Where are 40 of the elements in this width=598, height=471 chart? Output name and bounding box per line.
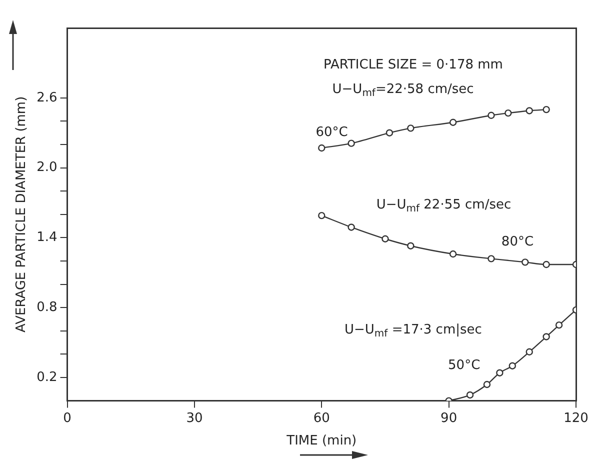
point [555,321,563,329]
x-tick-label: 120 [564,410,588,426]
x-tick-label: 60 [313,410,330,426]
annotation: 50°C [448,358,480,373]
point [542,260,550,268]
point [449,118,457,126]
point [488,112,495,119]
point [466,391,474,399]
point [449,250,457,258]
annotation: PARTICLE SIZE = 0·178 mm [323,58,503,73]
point [348,140,355,147]
point [386,129,394,136]
point [407,124,414,132]
y-tick-label: 0.8 [36,300,58,315]
point [407,242,414,250]
point [318,212,326,220]
point [496,369,504,376]
point [526,348,533,356]
y-tick-label: 0.2 [36,370,58,385]
x-tick-label: 30 [186,410,203,426]
y-tick-label: 2.0 [36,160,58,176]
point [526,107,533,114]
point [522,258,529,266]
point [542,106,550,114]
x-tick-label: 90 [440,410,458,426]
y-tick-label: 2.6 [36,90,58,106]
annotation: 60°C [316,124,348,140]
annotation: 80°C [501,234,534,250]
point [348,224,355,231]
point [382,235,389,242]
y-axis-title: AVERAGE PARTICLE DIAMETER (mm) [14,96,30,332]
point [318,144,326,152]
point [508,362,516,370]
point [483,380,491,388]
point [488,255,495,262]
point [504,109,512,117]
y-tick-label: 1.4 [36,230,58,246]
x-tick-label: 0 [63,410,72,426]
x-axis-title: TIME (min) [286,434,357,449]
point [542,333,550,340]
